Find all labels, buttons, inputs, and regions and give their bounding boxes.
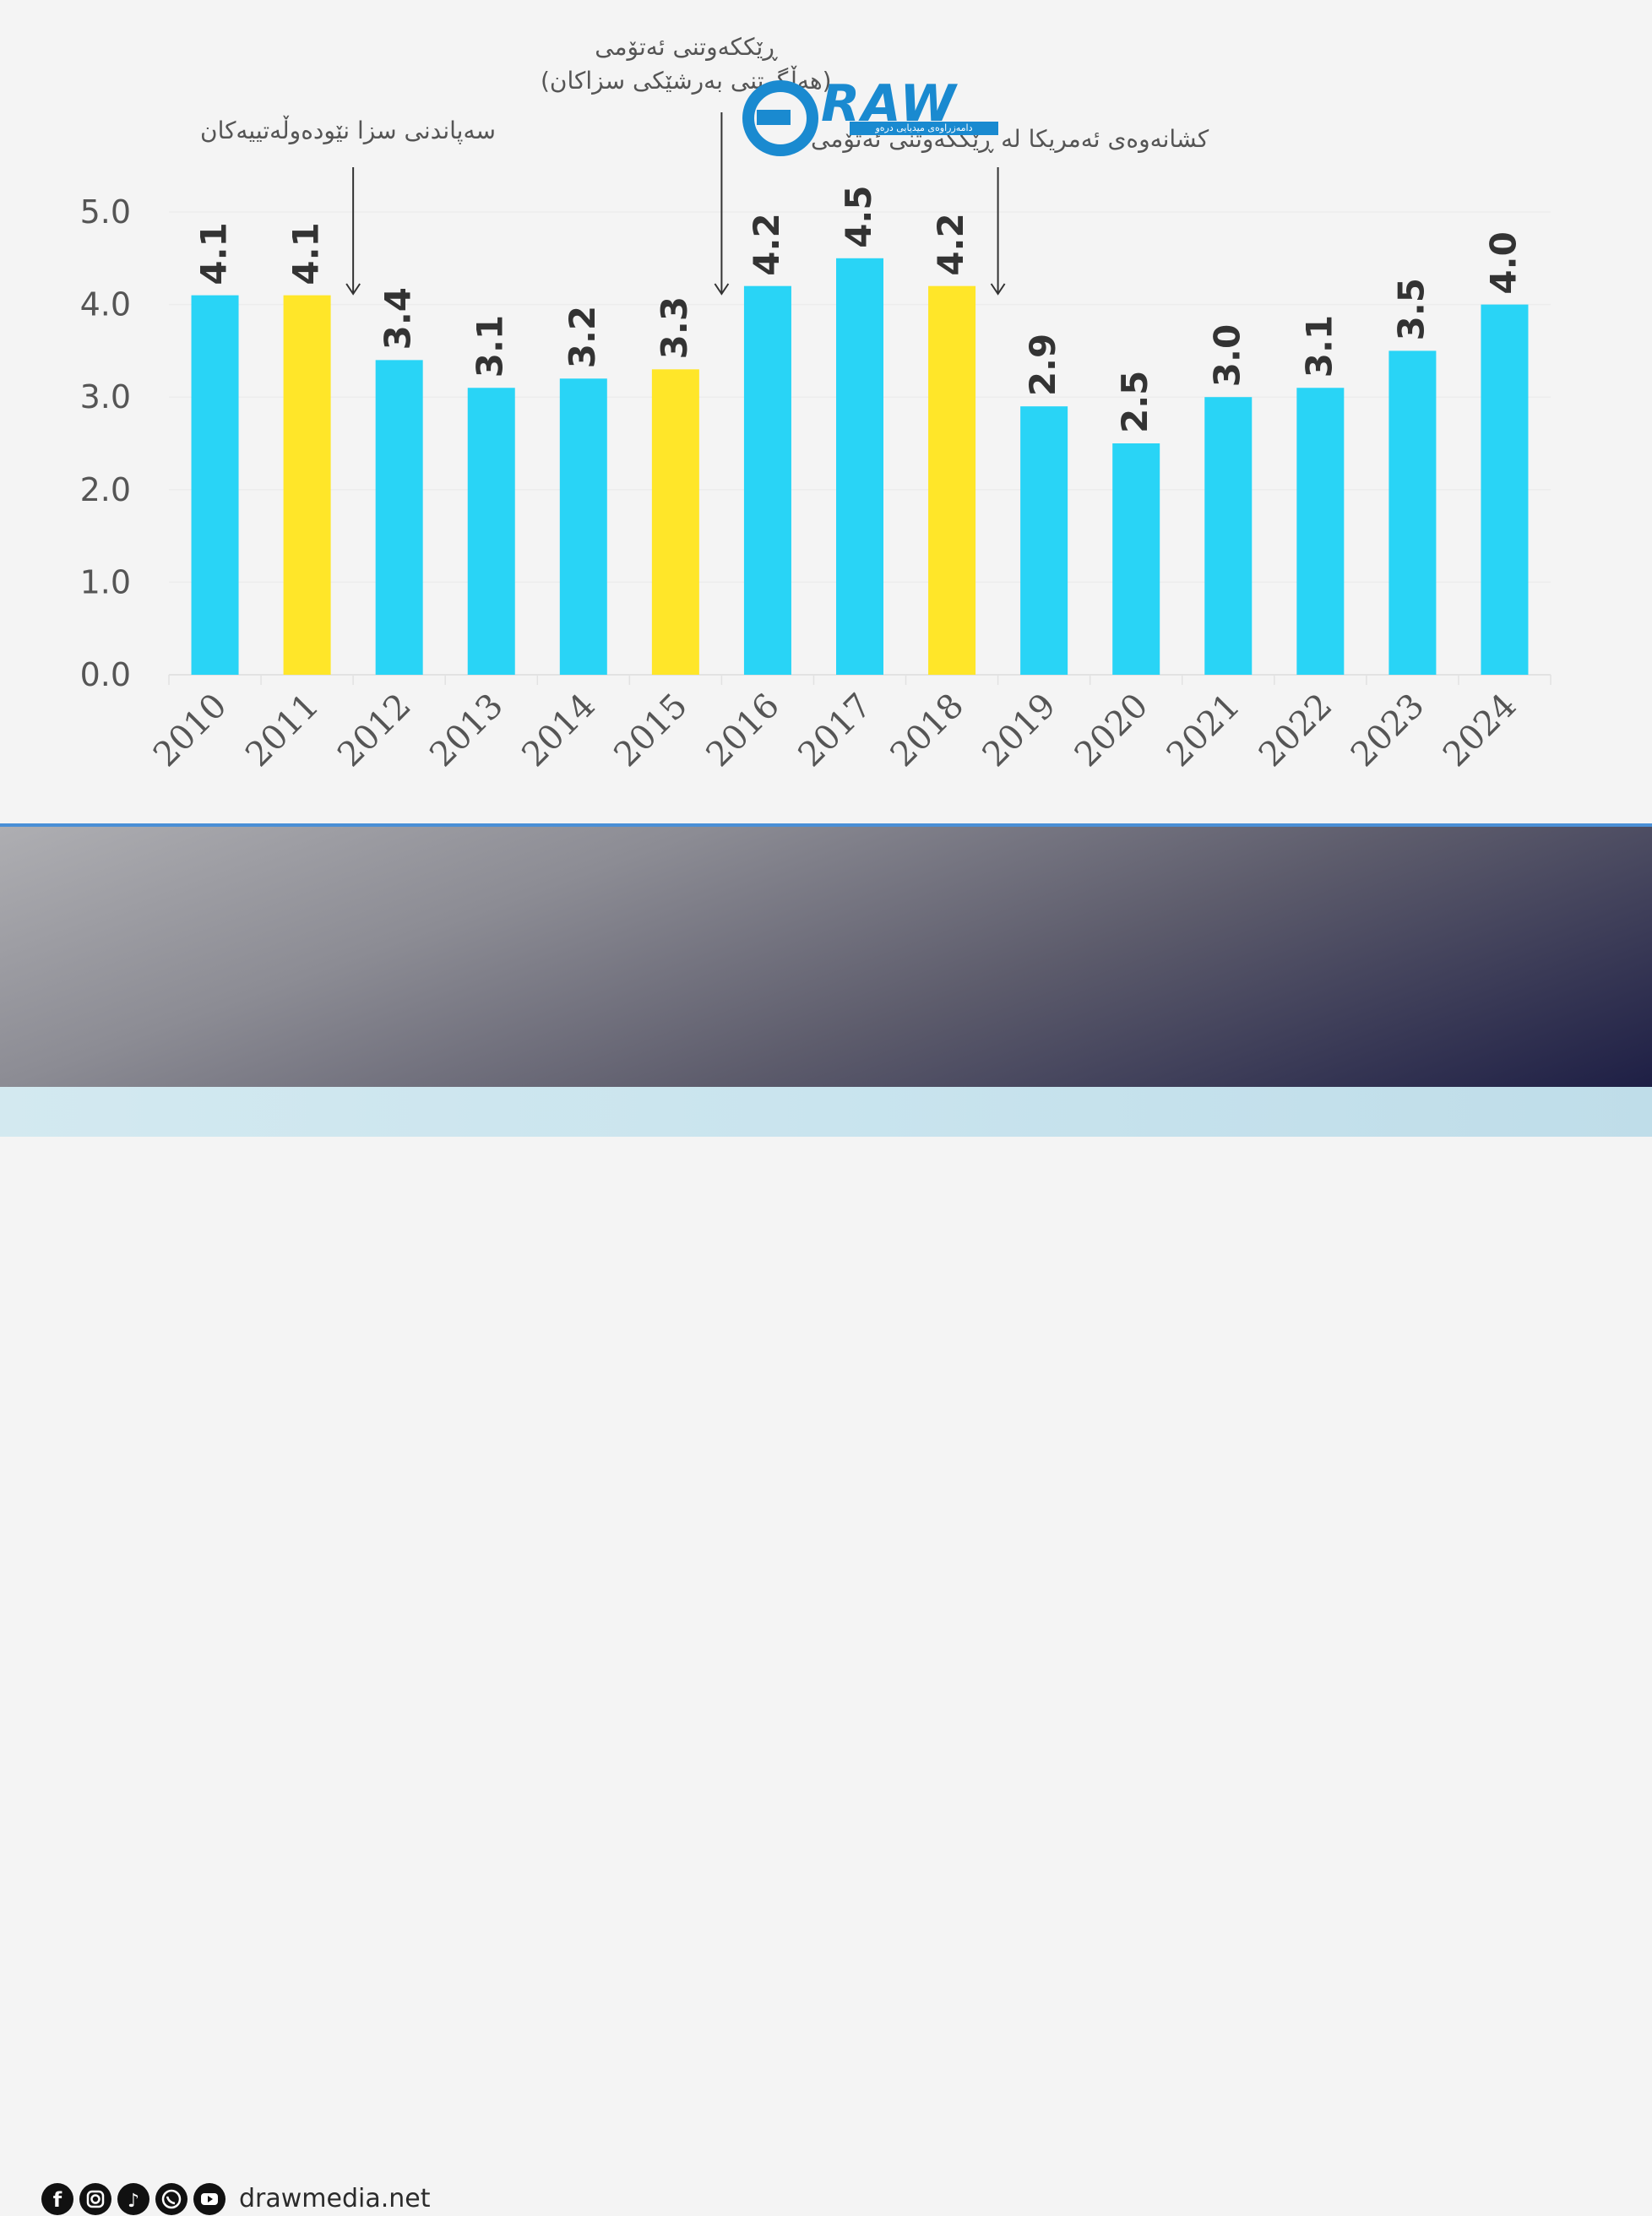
bar — [743, 285, 791, 675]
gradient-band — [0, 827, 1652, 1087]
data-label: 4.2 — [930, 213, 971, 275]
data-label: 2.5 — [1114, 371, 1155, 433]
annotation-arrowhead — [345, 283, 361, 296]
bar — [1020, 406, 1068, 675]
bar — [559, 378, 607, 675]
x-tick-label: 2016 — [698, 687, 787, 775]
logo-d-mark — [742, 80, 818, 156]
bar — [928, 285, 976, 675]
draw-logo: RAW دامەزراوەی میدیایی درەو — [740, 74, 1019, 160]
instagram-icon[interactable] — [79, 2183, 111, 2215]
x-tick-label: 2019 — [975, 687, 1064, 775]
x-tick-label: 2014 — [514, 687, 603, 775]
data-label: 3.0 — [1206, 324, 1247, 387]
data-label: 4.1 — [193, 222, 235, 285]
bar — [1204, 397, 1253, 675]
bar — [467, 388, 515, 675]
y-tick-label: 2.0 — [80, 471, 131, 508]
footer: f ♪ drawmedia.net — [0, 1087, 1652, 2215]
y-tick-label: 1.0 — [80, 563, 131, 600]
data-label: 4.1 — [285, 222, 327, 285]
svg-text:f: f — [53, 2188, 62, 2212]
data-label: 3.1 — [470, 315, 511, 377]
x-tick-label: 2024 — [1436, 687, 1524, 775]
data-label: 3.4 — [378, 287, 419, 350]
bar-chart: 0.0 1.0 2.0 3.0 4.0 5.0 4.1 2010 4.1 2011 3.4 2012 3… — [80, 112, 1551, 775]
y-tick-label: 0.0 — [80, 656, 131, 693]
x-tick-label: 2022 — [1252, 687, 1340, 775]
x-tick-label: 2013 — [422, 687, 511, 775]
bar — [651, 369, 699, 675]
x-tick-label: 2017 — [791, 687, 880, 775]
bar — [1296, 388, 1345, 675]
x-tick-label: 2011 — [238, 687, 327, 775]
data-label: 3.1 — [1298, 315, 1340, 377]
annotation-arrowhead — [714, 283, 730, 296]
x-tick-label: 2020 — [1068, 687, 1156, 775]
divider-line — [0, 823, 1652, 827]
x-tick-label: 2018 — [883, 687, 972, 775]
data-label: 3.5 — [1390, 278, 1432, 340]
x-tick-label: 2015 — [606, 687, 695, 775]
tiktok-icon[interactable]: ♪ — [117, 2183, 149, 2215]
data-label: 4.5 — [838, 185, 879, 247]
bar — [191, 295, 239, 675]
bar — [1112, 443, 1160, 675]
annotation-sanctions: سەپاندنی سزا نێودەوڵەتییەکان — [200, 117, 496, 144]
x-tick-label: 2010 — [146, 687, 235, 775]
annotation-arrowhead — [990, 283, 1006, 296]
youtube-icon[interactable] — [193, 2183, 226, 2215]
data-label: 4.2 — [746, 213, 787, 275]
x-tick-label: 2012 — [330, 687, 419, 775]
bar — [375, 360, 423, 675]
bar — [283, 295, 331, 675]
whatsapp-icon[interactable] — [155, 2183, 187, 2215]
bar — [836, 258, 883, 675]
logo-tagline: دامەزراوەی میدیایی درەو — [850, 122, 998, 135]
data-label: 3.3 — [654, 296, 695, 359]
site-url[interactable]: drawmedia.net — [239, 2184, 431, 2213]
y-tick-label: 3.0 — [80, 378, 131, 416]
bar — [1481, 304, 1529, 675]
bar — [1388, 350, 1437, 675]
x-tick-label: 2021 — [1160, 687, 1248, 775]
svg-text:♪: ♪ — [128, 2191, 139, 2212]
y-tick-label: 4.0 — [80, 286, 131, 323]
data-label: 4.0 — [1482, 231, 1524, 294]
data-label: 3.2 — [562, 306, 603, 368]
data-label: 2.9 — [1022, 334, 1063, 396]
chart-area: 0.0 1.0 2.0 3.0 4.0 5.0 4.1 2010 4.1 2011 3.4 2012 3… — [0, 0, 1652, 825]
y-tick-label: 5.0 — [80, 193, 131, 231]
facebook-icon[interactable]: f — [41, 2183, 73, 2215]
x-tick-label: 2023 — [1344, 687, 1432, 775]
